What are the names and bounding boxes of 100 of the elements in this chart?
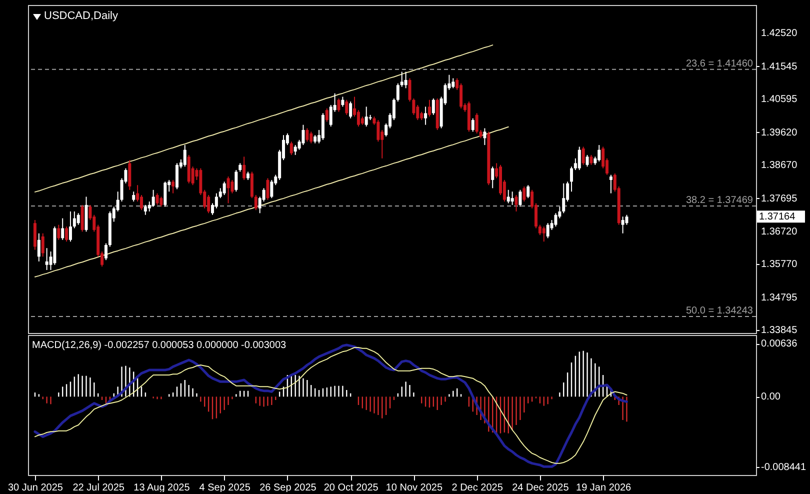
candlestick	[290, 141, 293, 156]
chart-title: MACD(12,26,9) -0.002257 0.000053 0.000000 -0.003003	[32, 340, 287, 351]
candlestick	[218, 188, 222, 199]
candlestick	[140, 194, 143, 211]
candlestick	[144, 204, 147, 216]
candlestick	[578, 146, 581, 171]
ref-line-label: 50.0 = 1.34243	[686, 305, 754, 316]
candlestick	[349, 101, 352, 119]
x-tick-label: 20 Oct 2025	[324, 482, 379, 494]
candlestick	[45, 248, 48, 270]
candlestick	[554, 212, 558, 228]
x-tick-label: 2 Dec 2025	[452, 482, 504, 494]
candlestick	[325, 108, 328, 122]
candlestick	[356, 110, 360, 128]
y-tick-label: 1.40595	[761, 94, 798, 105]
candlestick	[266, 178, 270, 200]
candlestick	[226, 176, 230, 204]
candlestick	[321, 112, 324, 140]
candlestick	[57, 224, 60, 240]
candlestick	[621, 216, 624, 234]
candlestick	[132, 191, 136, 202]
x-tick-label: 19 Jan 2026	[576, 482, 632, 494]
candlestick	[234, 170, 238, 192]
candlestick	[396, 82, 400, 102]
candlestick	[562, 182, 566, 214]
y-tick-label: 0.00636	[761, 338, 798, 350]
candlestick	[68, 210, 72, 242]
candlestick	[400, 71, 404, 88]
candlestick	[428, 99, 431, 118]
y-tick-label: 1.38670	[761, 160, 798, 171]
candlestick	[582, 146, 585, 166]
y-tick-label: 1.35770	[761, 259, 798, 270]
candlestick	[164, 181, 167, 208]
candlestick	[598, 144, 601, 162]
candlestick	[172, 179, 175, 194]
candlestick	[345, 99, 348, 116]
y-tick-label: 1.42520	[761, 28, 798, 40]
candlestick	[337, 98, 340, 112]
candlestick	[175, 162, 178, 190]
candlestick	[61, 218, 64, 240]
text: 1.37164	[759, 212, 796, 223]
candlestick	[250, 171, 254, 199]
candlestick	[609, 174, 612, 194]
candlestick	[214, 192, 218, 209]
candlestick	[242, 156, 246, 180]
candlestick	[586, 154, 589, 168]
y-tick-label: 0.00	[761, 392, 781, 403]
candlestick	[538, 224, 542, 236]
chart-title: USDCAD,Daily	[44, 10, 118, 22]
candlestick	[526, 184, 530, 199]
candlestick	[207, 194, 210, 214]
candlestick	[41, 232, 44, 258]
candlestick	[310, 131, 313, 144]
candlestick	[432, 98, 435, 116]
candlestick	[471, 118, 474, 132]
candlestick	[254, 194, 258, 211]
candlestick	[376, 120, 380, 142]
candlestick	[364, 106, 368, 128]
ref-line-label: 38.2 = 1.37469	[686, 195, 754, 206]
x-tick-label: 24 Dec 2025	[512, 482, 570, 494]
y-tick-label: -0.008441	[761, 462, 806, 474]
y-tick-label: 1.33845	[761, 325, 798, 336]
candlestick	[514, 194, 518, 212]
y-tick-label: 1.41545	[761, 61, 798, 72]
candlestick	[590, 154, 593, 166]
candlestick	[33, 220, 36, 250]
candlestick	[483, 128, 486, 146]
candlestick	[416, 104, 420, 121]
candlestick	[491, 166, 494, 189]
x-tick-label: 22 Jul 2025	[72, 482, 125, 494]
x-tick-label: 10 Nov 2025	[386, 482, 443, 494]
candlestick	[546, 222, 550, 239]
line-series	[34, 44, 494, 192]
candlestick	[76, 212, 80, 226]
candlestick	[160, 196, 163, 208]
candlestick	[522, 186, 526, 202]
candlestick	[329, 104, 332, 128]
line-series	[34, 126, 509, 278]
candlestick	[37, 232, 40, 262]
candlestick	[424, 106, 428, 126]
candlestick	[452, 78, 455, 89]
candlestick	[306, 128, 309, 142]
candlestick	[294, 144, 297, 156]
candlestick	[65, 226, 68, 242]
candlestick	[270, 179, 274, 199]
candlestick	[460, 82, 463, 109]
candlestick	[475, 112, 478, 134]
candlestick	[506, 189, 510, 204]
y-tick-label: 1.36720	[761, 226, 798, 238]
y-tick-label: 1.37695	[761, 193, 798, 204]
candlestick	[156, 192, 159, 206]
candlestick	[341, 96, 344, 108]
candlestick	[404, 71, 408, 89]
y-tick-label: 1.34795	[761, 292, 798, 304]
candlestick	[510, 191, 514, 206]
candlestick	[104, 242, 108, 261]
candlestick	[570, 166, 573, 192]
candlestick	[518, 189, 522, 208]
candlestick	[128, 160, 132, 190]
candlestick	[183, 144, 186, 168]
